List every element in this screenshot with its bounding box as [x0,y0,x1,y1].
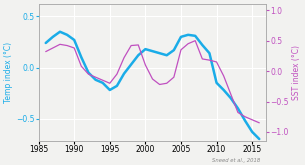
Text: Sneed et al., 2018: Sneed et al., 2018 [212,158,260,163]
Y-axis label: SST index (°C): SST index (°C) [292,45,301,100]
Y-axis label: Temp index (°C): Temp index (°C) [4,42,13,103]
